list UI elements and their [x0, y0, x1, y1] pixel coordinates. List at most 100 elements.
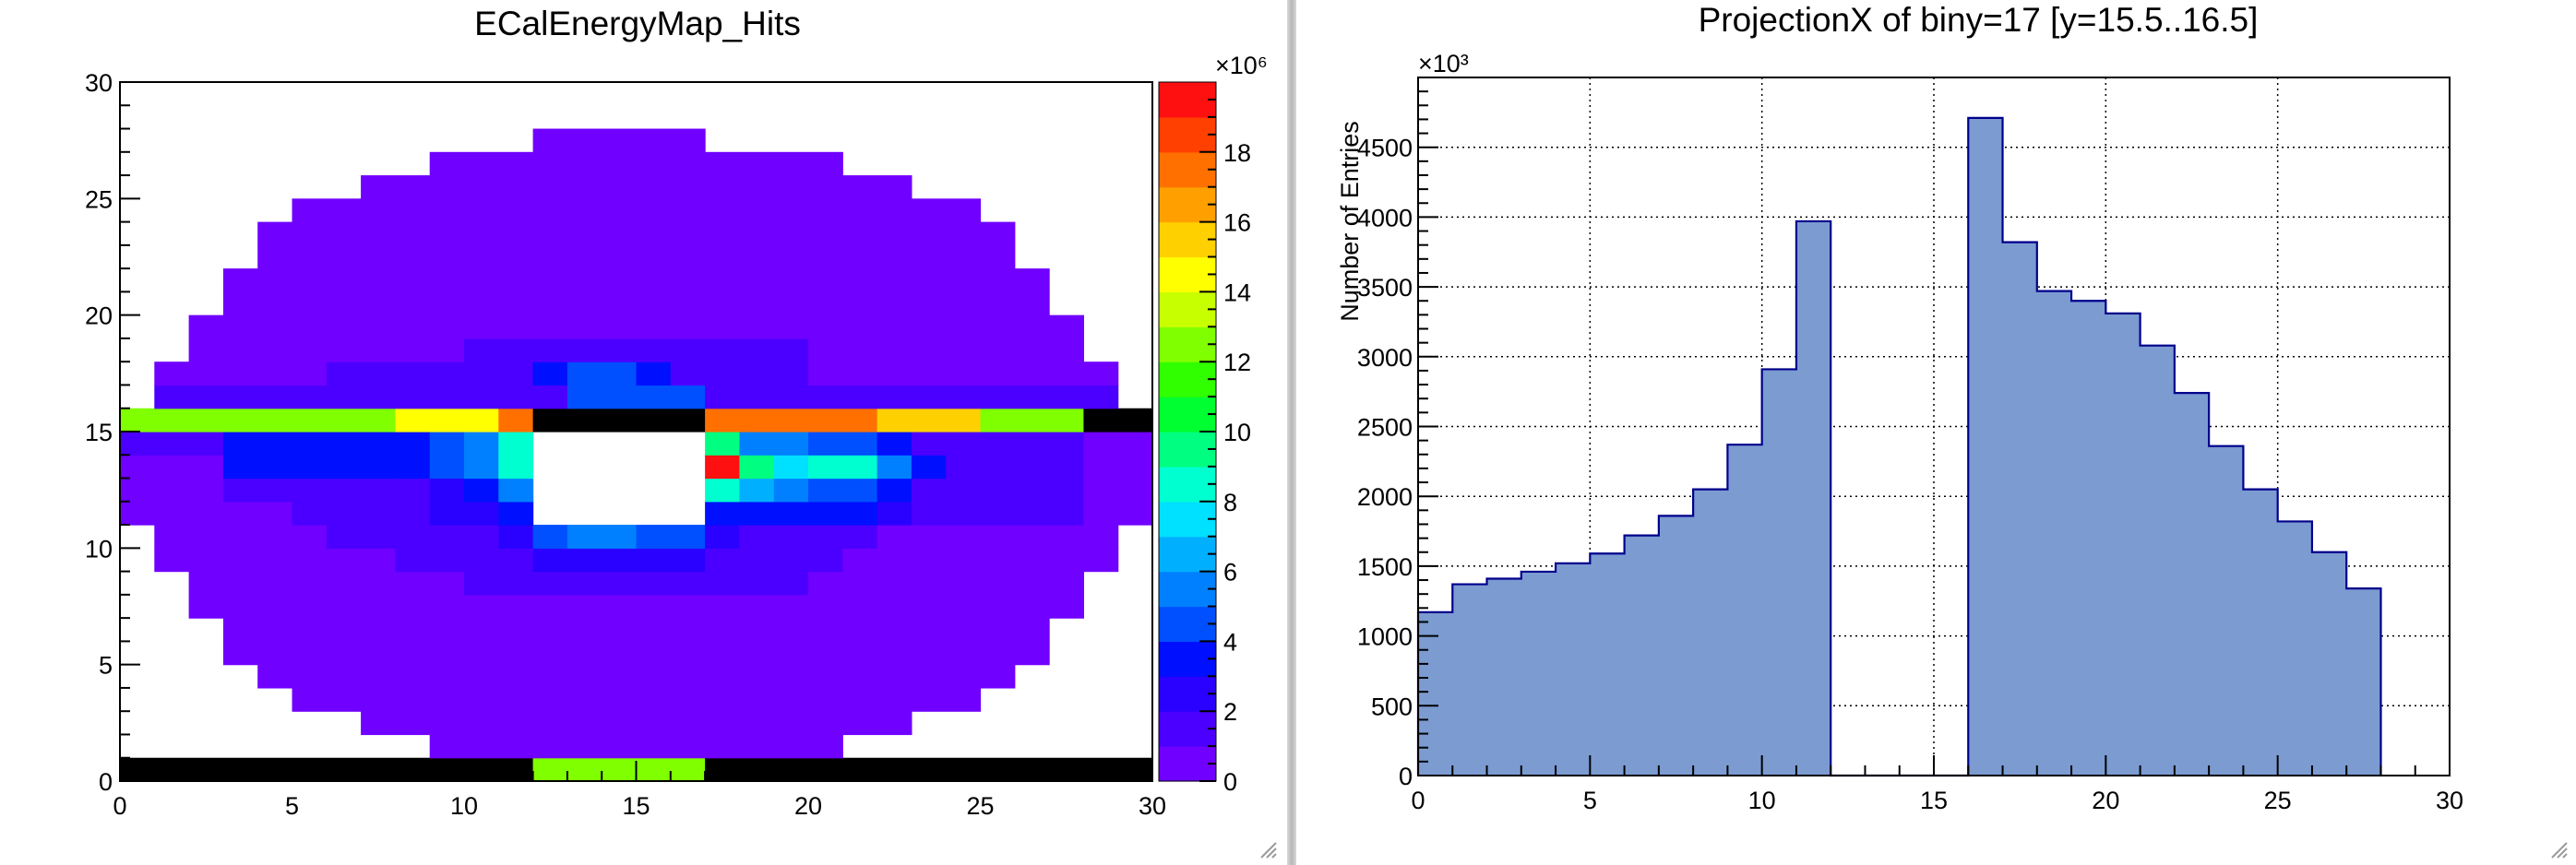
- colorbar-tick-label: 6: [1223, 559, 1237, 587]
- histogram-bar: [1968, 117, 2004, 776]
- heatmap-cell: [395, 432, 431, 456]
- heatmap-cell: [808, 361, 1119, 386]
- heatmap-cell: [532, 408, 706, 432]
- heatmap-cell: [222, 478, 431, 503]
- heatmap-cell: [911, 455, 947, 480]
- heatmap-cell: [498, 432, 534, 456]
- heatmap-cell: [395, 455, 431, 480]
- heatmap-cell: [257, 664, 1016, 689]
- heatmap-cell: [154, 548, 397, 573]
- histogram-y-tick-label: 1000: [1357, 623, 1413, 651]
- colorbar-segment: [1159, 641, 1216, 677]
- histogram-bars: [1416, 116, 2382, 777]
- histogram-bar: [1761, 369, 1797, 776]
- colorbar-segment: [1159, 536, 1216, 573]
- histogram-y-tick-label: 2500: [1357, 414, 1413, 442]
- heatmap-cell: [636, 361, 672, 386]
- heatmap-cell: [498, 455, 534, 480]
- heatmap-cell: [705, 408, 740, 432]
- heatmap-cell: [773, 478, 809, 503]
- resize-grip-right[interactable]: [2548, 839, 2569, 859]
- heatmap-cell: [532, 757, 706, 782]
- heatmap-cell: [498, 501, 534, 526]
- histogram-y-tick-label: 0: [1399, 763, 1413, 790]
- heatmap-x-tick-label: 30: [1139, 792, 1166, 820]
- histogram-y-tick-label: 1500: [1357, 553, 1413, 581]
- heatmap-cell: [188, 314, 1085, 339]
- colorbar-segment: [1159, 676, 1216, 712]
- heatmap-cell: [222, 432, 396, 456]
- heatmap-cell: [705, 757, 1153, 782]
- heatmap-y-tick-label: 0: [99, 768, 113, 796]
- heatmap-cell: [705, 501, 740, 526]
- resize-grip-icon: [2551, 842, 2568, 859]
- histogram-x-tick-label: 30: [2436, 787, 2463, 814]
- heatmap-cell: [395, 548, 534, 573]
- heatmap-cell: [326, 361, 396, 386]
- heatmap-cell: [739, 478, 775, 503]
- heatmap-cell: [222, 618, 1050, 642]
- heatmap-cell: [1083, 478, 1153, 503]
- heatmap-cell: [498, 408, 534, 432]
- heatmap-x-tick-label: 0: [113, 792, 126, 820]
- heatmap-x-tick-label: 5: [285, 792, 299, 820]
- heatmap-cell: [808, 478, 878, 503]
- resize-grip-left[interactable]: [1258, 839, 1278, 859]
- histogram-bar: [2346, 588, 2381, 776]
- heatmap-y-tick-label: 10: [85, 535, 113, 563]
- histogram-axes: 0 5 10 15 20 25 30 0 500 1000 1500 2000 2500 3000 3500…: [1357, 77, 2463, 814]
- heatmap-cell: [705, 385, 740, 409]
- heatmap-cell: [257, 221, 1016, 246]
- heatmap-cell: [911, 478, 947, 503]
- heatmap-y-tick-label: 5: [99, 652, 113, 680]
- histogram-x-tick-label: 20: [2092, 787, 2119, 814]
- colorbar-segment: [1159, 221, 1216, 258]
- histogram-bar: [2140, 345, 2176, 776]
- heatmap-cell: [222, 268, 1050, 292]
- histogram-y-tick-label: 3000: [1357, 344, 1413, 372]
- heatmap-cell: [120, 478, 224, 503]
- heatmap-cell: [911, 501, 947, 526]
- colorbar-segment: [1159, 186, 1216, 223]
- heatmap-cell: [361, 175, 912, 199]
- heatmap-y-tick-label: 15: [85, 419, 113, 446]
- heatmap-x-tick-label: 25: [966, 792, 994, 820]
- histogram-x-tick-label: 5: [1583, 787, 1597, 814]
- histogram-x-tick-label: 25: [2264, 787, 2292, 814]
- heatmap-cell: [532, 548, 706, 573]
- colorbar-segment: [1159, 291, 1216, 327]
- colorbar-tick-label: 4: [1223, 628, 1237, 656]
- heatmap-cell: [120, 432, 224, 456]
- heatmap-cell: [120, 408, 396, 432]
- colorbar-segment: [1159, 711, 1216, 747]
- heatmap-cell: [877, 432, 912, 456]
- pad-divider[interactable]: [1287, 0, 1296, 865]
- heatmap-cell: [532, 385, 568, 409]
- histogram-x-tick-label: 10: [1748, 787, 1776, 814]
- histogram-bar: [1727, 444, 1763, 776]
- heatmap-cell: [566, 525, 602, 549]
- heatmap-axes: 0 5 10 15 20 25 30 0 5 10 15 20 25 30: [85, 69, 1166, 820]
- colorbar-segment: [1159, 256, 1216, 292]
- histogram-bar: [2002, 242, 2038, 776]
- heatmap-y-tick-label: 25: [85, 185, 113, 213]
- heatmap-cell: [877, 408, 982, 432]
- heatmap-cell: [498, 525, 534, 549]
- heatmap-cell: [188, 338, 465, 362]
- histogram-bar: [1556, 563, 1591, 776]
- colorbar-tick-label: 16: [1223, 209, 1251, 237]
- heatmap-cell: [464, 338, 809, 362]
- heatmap-cell: [222, 455, 396, 480]
- heatmap-cell: [222, 641, 1050, 666]
- colorbar-segment: [1159, 432, 1216, 468]
- heatmap-x-tick-label: 10: [450, 792, 478, 820]
- heatmap-cell: [188, 571, 465, 596]
- heatmap-cell: [1083, 455, 1153, 480]
- histogram-bar: [2243, 489, 2279, 776]
- colorbar-segment: [1159, 606, 1216, 642]
- heatmap-cell: [946, 432, 1084, 456]
- heatmap-cell: [842, 548, 1119, 573]
- histogram-bar: [2174, 393, 2210, 776]
- heatmap-cell: [1083, 501, 1153, 526]
